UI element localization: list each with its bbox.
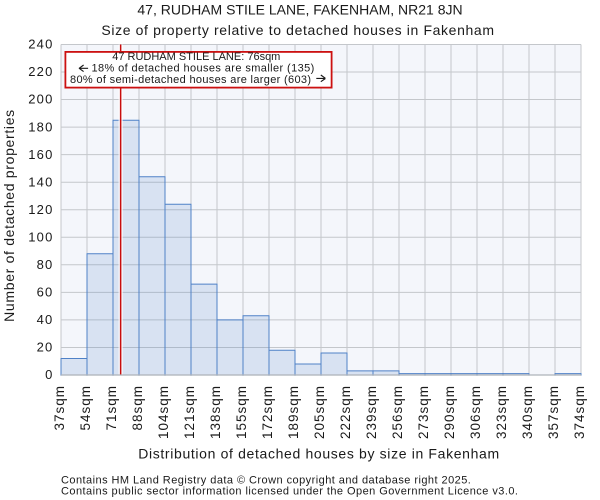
svg-text:180: 180 (28, 119, 53, 134)
svg-text:60: 60 (37, 285, 54, 300)
svg-text:140: 140 (28, 174, 53, 189)
svg-text:Number of detached properties: Number of detached properties (1, 109, 17, 322)
svg-text:323sqm: 323sqm (494, 385, 509, 439)
svg-text:240: 240 (28, 37, 53, 52)
svg-text:155sqm: 155sqm (234, 385, 249, 439)
svg-text:47, RUDHAM STILE LANE, FAKENHA: 47, RUDHAM STILE LANE, FAKENHAM, NR21 8J… (137, 2, 462, 18)
svg-text:222sqm: 222sqm (338, 385, 353, 439)
svg-text:54sqm: 54sqm (78, 385, 93, 431)
svg-text:71sqm: 71sqm (104, 385, 119, 431)
svg-text:306sqm: 306sqm (468, 385, 483, 439)
svg-text:172sqm: 172sqm (260, 385, 275, 439)
svg-text:256sqm: 256sqm (390, 385, 405, 439)
svg-text:88sqm: 88sqm (130, 385, 145, 431)
svg-text:Contains HM Land Registry data: Contains HM Land Registry data © Crown c… (61, 475, 471, 487)
svg-text:80% of semi-detached houses ar: 80% of semi-detached houses are larger (… (70, 74, 311, 86)
svg-text:37sqm: 37sqm (52, 385, 67, 431)
svg-text:47 RUDHAM STILE LANE: 76sqm: 47 RUDHAM STILE LANE: 76sqm (112, 51, 280, 63)
svg-text:340sqm: 340sqm (520, 385, 535, 439)
svg-text:100: 100 (28, 230, 53, 245)
svg-text:239sqm: 239sqm (364, 385, 379, 439)
svg-text:Distribution of detached house: Distribution of detached houses by size … (138, 446, 500, 462)
svg-text:138sqm: 138sqm (208, 385, 223, 439)
svg-text:121sqm: 121sqm (182, 385, 197, 439)
svg-text:18% of detached houses are sma: 18% of detached houses are smaller (135) (91, 63, 314, 75)
svg-text:200: 200 (28, 92, 53, 107)
svg-text:220: 220 (28, 64, 53, 79)
svg-text:Contains public sector informa: Contains public sector information licen… (61, 486, 518, 498)
svg-text:80: 80 (37, 257, 54, 272)
svg-text:189sqm: 189sqm (286, 385, 301, 439)
svg-text:290sqm: 290sqm (442, 385, 457, 439)
svg-text:120: 120 (28, 202, 53, 217)
svg-text:273sqm: 273sqm (416, 385, 431, 439)
svg-text:40: 40 (37, 312, 54, 327)
svg-text:0: 0 (45, 367, 53, 382)
svg-text:104sqm: 104sqm (156, 385, 171, 439)
svg-text:205sqm: 205sqm (312, 385, 327, 439)
svg-text:Size of property relative to d: Size of property relative to detached ho… (101, 22, 494, 38)
svg-text:160: 160 (28, 147, 53, 162)
svg-text:374sqm: 374sqm (572, 385, 587, 439)
svg-text:357sqm: 357sqm (546, 385, 561, 439)
svg-text:20: 20 (37, 340, 54, 355)
